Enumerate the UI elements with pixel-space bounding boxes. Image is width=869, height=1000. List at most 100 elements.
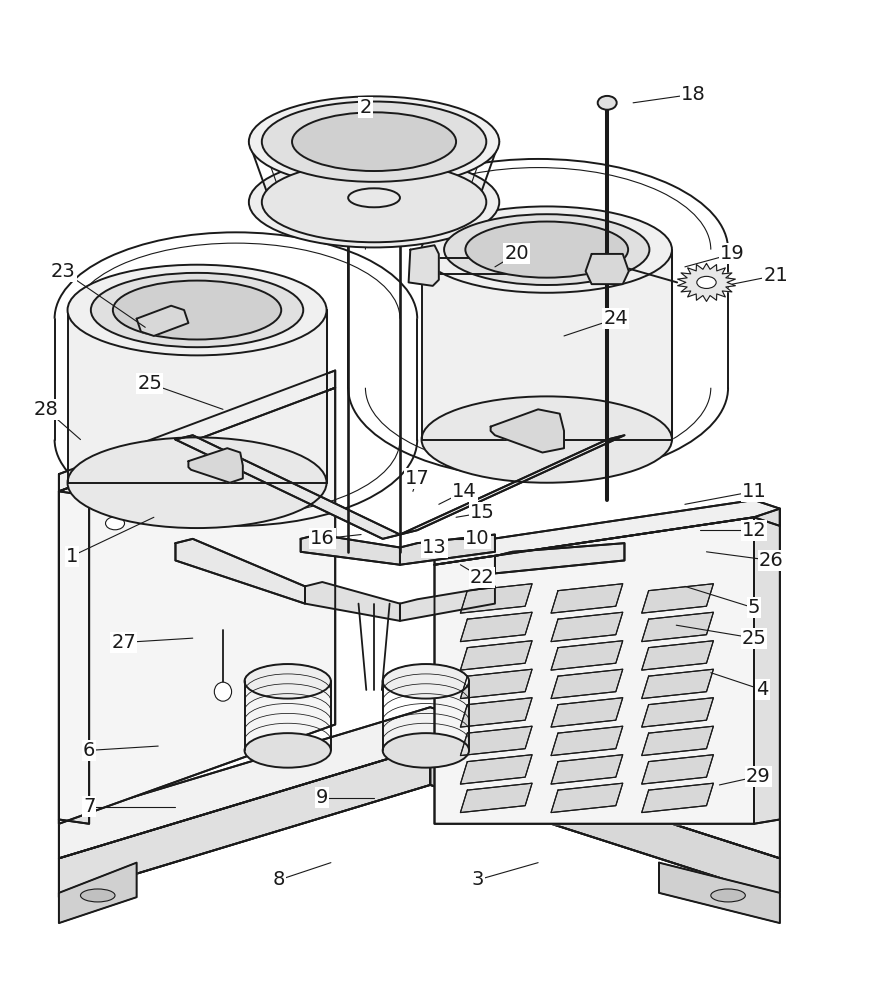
- Polygon shape: [551, 783, 623, 813]
- Text: 4: 4: [756, 680, 769, 699]
- Polygon shape: [59, 491, 90, 824]
- Text: 3: 3: [472, 870, 484, 889]
- Ellipse shape: [91, 273, 303, 347]
- Text: 26: 26: [759, 551, 784, 570]
- Text: 11: 11: [741, 482, 766, 501]
- Polygon shape: [176, 435, 400, 539]
- Polygon shape: [641, 612, 713, 642]
- Ellipse shape: [348, 188, 400, 207]
- Polygon shape: [641, 726, 713, 756]
- Text: 25: 25: [741, 629, 766, 648]
- Polygon shape: [641, 755, 713, 784]
- Text: 27: 27: [111, 633, 136, 652]
- Text: 10: 10: [466, 529, 490, 548]
- Text: 23: 23: [51, 262, 76, 281]
- Polygon shape: [461, 726, 532, 756]
- Polygon shape: [641, 698, 713, 727]
- Text: 29: 29: [746, 767, 771, 786]
- Ellipse shape: [105, 517, 124, 530]
- Polygon shape: [461, 755, 532, 784]
- Polygon shape: [551, 755, 623, 784]
- Polygon shape: [400, 435, 625, 535]
- Text: 6: 6: [83, 741, 96, 760]
- Ellipse shape: [249, 96, 500, 187]
- Polygon shape: [301, 535, 400, 565]
- Polygon shape: [434, 517, 754, 824]
- Text: 12: 12: [741, 521, 766, 540]
- Polygon shape: [59, 388, 335, 824]
- Ellipse shape: [113, 281, 282, 340]
- Polygon shape: [551, 726, 623, 756]
- Ellipse shape: [382, 733, 469, 768]
- Polygon shape: [400, 586, 495, 621]
- Polygon shape: [461, 669, 532, 699]
- Polygon shape: [495, 543, 625, 573]
- Polygon shape: [641, 584, 713, 613]
- Polygon shape: [59, 370, 335, 491]
- Ellipse shape: [244, 664, 331, 699]
- Polygon shape: [551, 641, 623, 670]
- Polygon shape: [754, 509, 779, 824]
- Text: 13: 13: [422, 538, 447, 557]
- Text: 18: 18: [681, 85, 706, 104]
- Polygon shape: [551, 698, 623, 727]
- Text: 22: 22: [469, 568, 494, 587]
- Polygon shape: [461, 641, 532, 670]
- Ellipse shape: [466, 222, 628, 278]
- Polygon shape: [678, 263, 735, 301]
- Polygon shape: [551, 584, 623, 613]
- Ellipse shape: [249, 157, 500, 247]
- Polygon shape: [408, 245, 439, 286]
- Text: 20: 20: [504, 244, 529, 263]
- Ellipse shape: [444, 214, 649, 285]
- Text: 8: 8: [273, 870, 285, 889]
- Ellipse shape: [81, 889, 115, 902]
- Polygon shape: [59, 863, 136, 923]
- Ellipse shape: [711, 889, 746, 902]
- Ellipse shape: [68, 437, 327, 528]
- Text: 5: 5: [747, 598, 760, 617]
- Polygon shape: [430, 746, 779, 897]
- Ellipse shape: [421, 206, 672, 293]
- Text: 1: 1: [66, 547, 78, 566]
- Polygon shape: [59, 707, 779, 858]
- Text: 16: 16: [310, 529, 335, 548]
- Ellipse shape: [68, 265, 327, 355]
- Polygon shape: [461, 612, 532, 642]
- Ellipse shape: [262, 162, 487, 242]
- Polygon shape: [189, 448, 242, 483]
- Polygon shape: [434, 500, 779, 565]
- Ellipse shape: [421, 396, 672, 483]
- Text: 21: 21: [763, 266, 788, 285]
- Polygon shape: [659, 863, 779, 923]
- Text: 7: 7: [83, 797, 96, 816]
- Ellipse shape: [215, 682, 232, 701]
- Polygon shape: [68, 310, 327, 483]
- Ellipse shape: [382, 664, 469, 699]
- Text: 25: 25: [137, 374, 162, 393]
- Polygon shape: [551, 669, 623, 699]
- Polygon shape: [461, 698, 532, 727]
- Ellipse shape: [697, 276, 716, 288]
- Polygon shape: [136, 306, 189, 336]
- Polygon shape: [586, 254, 629, 284]
- Polygon shape: [641, 783, 713, 813]
- Text: 14: 14: [453, 482, 477, 501]
- Polygon shape: [305, 582, 400, 621]
- Text: 28: 28: [34, 400, 58, 419]
- Text: 9: 9: [316, 788, 328, 807]
- Ellipse shape: [292, 112, 456, 171]
- Polygon shape: [176, 539, 305, 604]
- Polygon shape: [641, 641, 713, 670]
- Text: 2: 2: [359, 98, 372, 117]
- Polygon shape: [59, 746, 430, 897]
- Ellipse shape: [244, 733, 331, 768]
- Polygon shape: [400, 535, 495, 565]
- Polygon shape: [551, 612, 623, 642]
- Polygon shape: [641, 669, 713, 699]
- Text: 24: 24: [603, 309, 628, 328]
- Polygon shape: [461, 584, 532, 613]
- Polygon shape: [421, 250, 672, 440]
- Polygon shape: [461, 783, 532, 813]
- Text: 17: 17: [405, 469, 429, 488]
